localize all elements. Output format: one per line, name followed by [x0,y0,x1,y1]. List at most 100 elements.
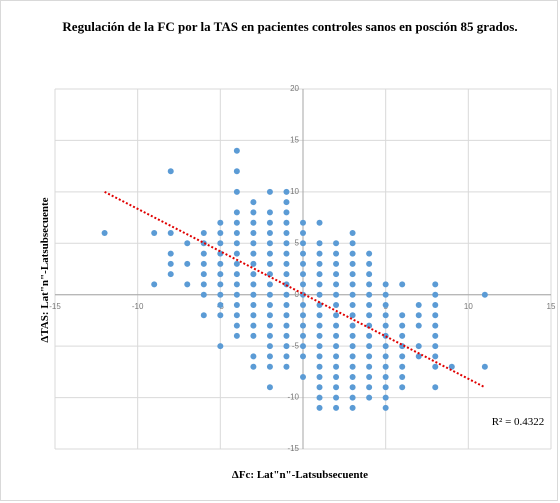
point [266,384,273,391]
point [349,291,356,298]
point [316,260,323,267]
point [266,353,273,360]
point [316,343,323,350]
point [300,250,306,257]
point [366,394,373,401]
point [349,343,356,350]
point [266,343,273,350]
point [333,363,340,370]
point [366,260,373,267]
point [233,240,240,247]
point [415,322,422,329]
point [333,250,340,257]
point [366,363,373,370]
point [349,332,356,339]
point [349,353,356,360]
point [432,343,439,350]
point [333,260,340,267]
point [333,312,340,319]
point [432,322,439,329]
point [167,230,174,236]
point [366,322,373,329]
point [233,250,240,257]
point [366,332,373,339]
point [217,343,224,350]
x-tick-label: -15 [49,302,61,311]
point [366,312,373,319]
point [316,250,323,257]
point [399,363,406,370]
point [316,291,323,298]
point [250,260,257,267]
point [382,384,389,391]
point [382,322,389,329]
point [415,343,422,350]
point [316,219,323,226]
point [250,312,257,319]
point [167,250,174,257]
point [283,302,290,308]
point [184,240,191,247]
point [316,302,323,308]
x-tick-label: 10 [464,302,473,311]
point [382,343,389,350]
point [316,404,323,411]
point [283,353,290,360]
point [283,219,290,226]
point [300,332,306,339]
y-tick-label: 15 [290,136,299,145]
point [217,219,224,226]
point [250,219,257,226]
point [366,374,373,380]
point [349,374,356,380]
y-tick-label: -10 [287,393,299,402]
point [233,230,240,236]
point [366,384,373,391]
point [283,209,290,216]
y-tick-label: 10 [290,187,299,196]
point [283,230,290,236]
point [266,230,273,236]
point [250,281,257,288]
point [366,281,373,288]
point [300,374,306,380]
point [283,188,290,195]
point [233,188,240,195]
point [316,394,323,401]
point [266,209,273,216]
point [366,250,373,257]
point [349,302,356,308]
point [266,322,273,329]
point [316,281,323,288]
point [300,322,306,329]
point [349,281,356,288]
point [250,209,257,216]
point [233,322,240,329]
point [250,302,257,308]
point [250,353,257,360]
point [366,343,373,350]
point [200,281,207,288]
point [233,168,240,175]
point [283,240,290,247]
point [233,147,240,154]
point [349,250,356,257]
point [333,384,340,391]
point [266,302,273,308]
point [316,271,323,278]
point [333,271,340,278]
point [333,240,340,247]
point [349,260,356,267]
point [349,240,356,247]
point [382,281,389,288]
point [349,363,356,370]
point [382,404,389,411]
point [283,363,290,370]
point [316,240,323,247]
point [316,332,323,339]
point [250,363,257,370]
point [399,384,406,391]
point [349,322,356,329]
point [233,281,240,288]
